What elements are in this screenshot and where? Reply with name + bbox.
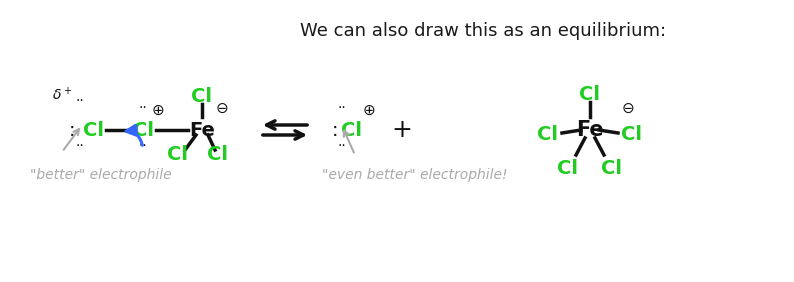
Text: $\ominus$: $\ominus$ [622, 100, 634, 116]
Text: "even better" electrophile!: "even better" electrophile! [322, 168, 507, 182]
Text: Cl: Cl [191, 87, 213, 107]
Text: "better" electrophile: "better" electrophile [30, 168, 172, 182]
Text: Cl: Cl [341, 120, 363, 140]
Text: Cl: Cl [580, 85, 600, 105]
Text: Fe: Fe [576, 120, 603, 140]
Text: ··: ·· [337, 101, 346, 115]
Text: $\delta^+$: $\delta^+$ [52, 86, 72, 104]
Text: Fe: Fe [189, 120, 215, 140]
Text: +: + [391, 118, 412, 142]
Text: Cl: Cl [538, 125, 558, 144]
Text: Cl: Cl [168, 146, 188, 164]
Text: ··: ·· [75, 139, 84, 153]
Text: ··: ·· [139, 101, 148, 115]
Text: :: : [69, 120, 75, 140]
Text: Cl: Cl [133, 120, 153, 140]
Text: :: : [332, 120, 338, 140]
Text: ··: ·· [337, 139, 346, 153]
Text: Cl: Cl [602, 158, 622, 177]
Text: Cl: Cl [622, 125, 642, 144]
Text: Cl: Cl [557, 158, 579, 177]
Text: ··: ·· [139, 139, 148, 153]
Text: $\oplus$: $\oplus$ [362, 102, 376, 118]
Text: $\ominus$: $\ominus$ [215, 100, 229, 116]
Text: We can also draw this as an equilibrium:: We can also draw this as an equilibrium: [300, 22, 666, 40]
Text: Cl: Cl [207, 146, 229, 164]
Text: $\oplus$: $\oplus$ [152, 102, 164, 118]
FancyArrowPatch shape [126, 125, 142, 145]
Text: ··: ·· [75, 94, 84, 108]
Text: Cl: Cl [83, 120, 105, 140]
